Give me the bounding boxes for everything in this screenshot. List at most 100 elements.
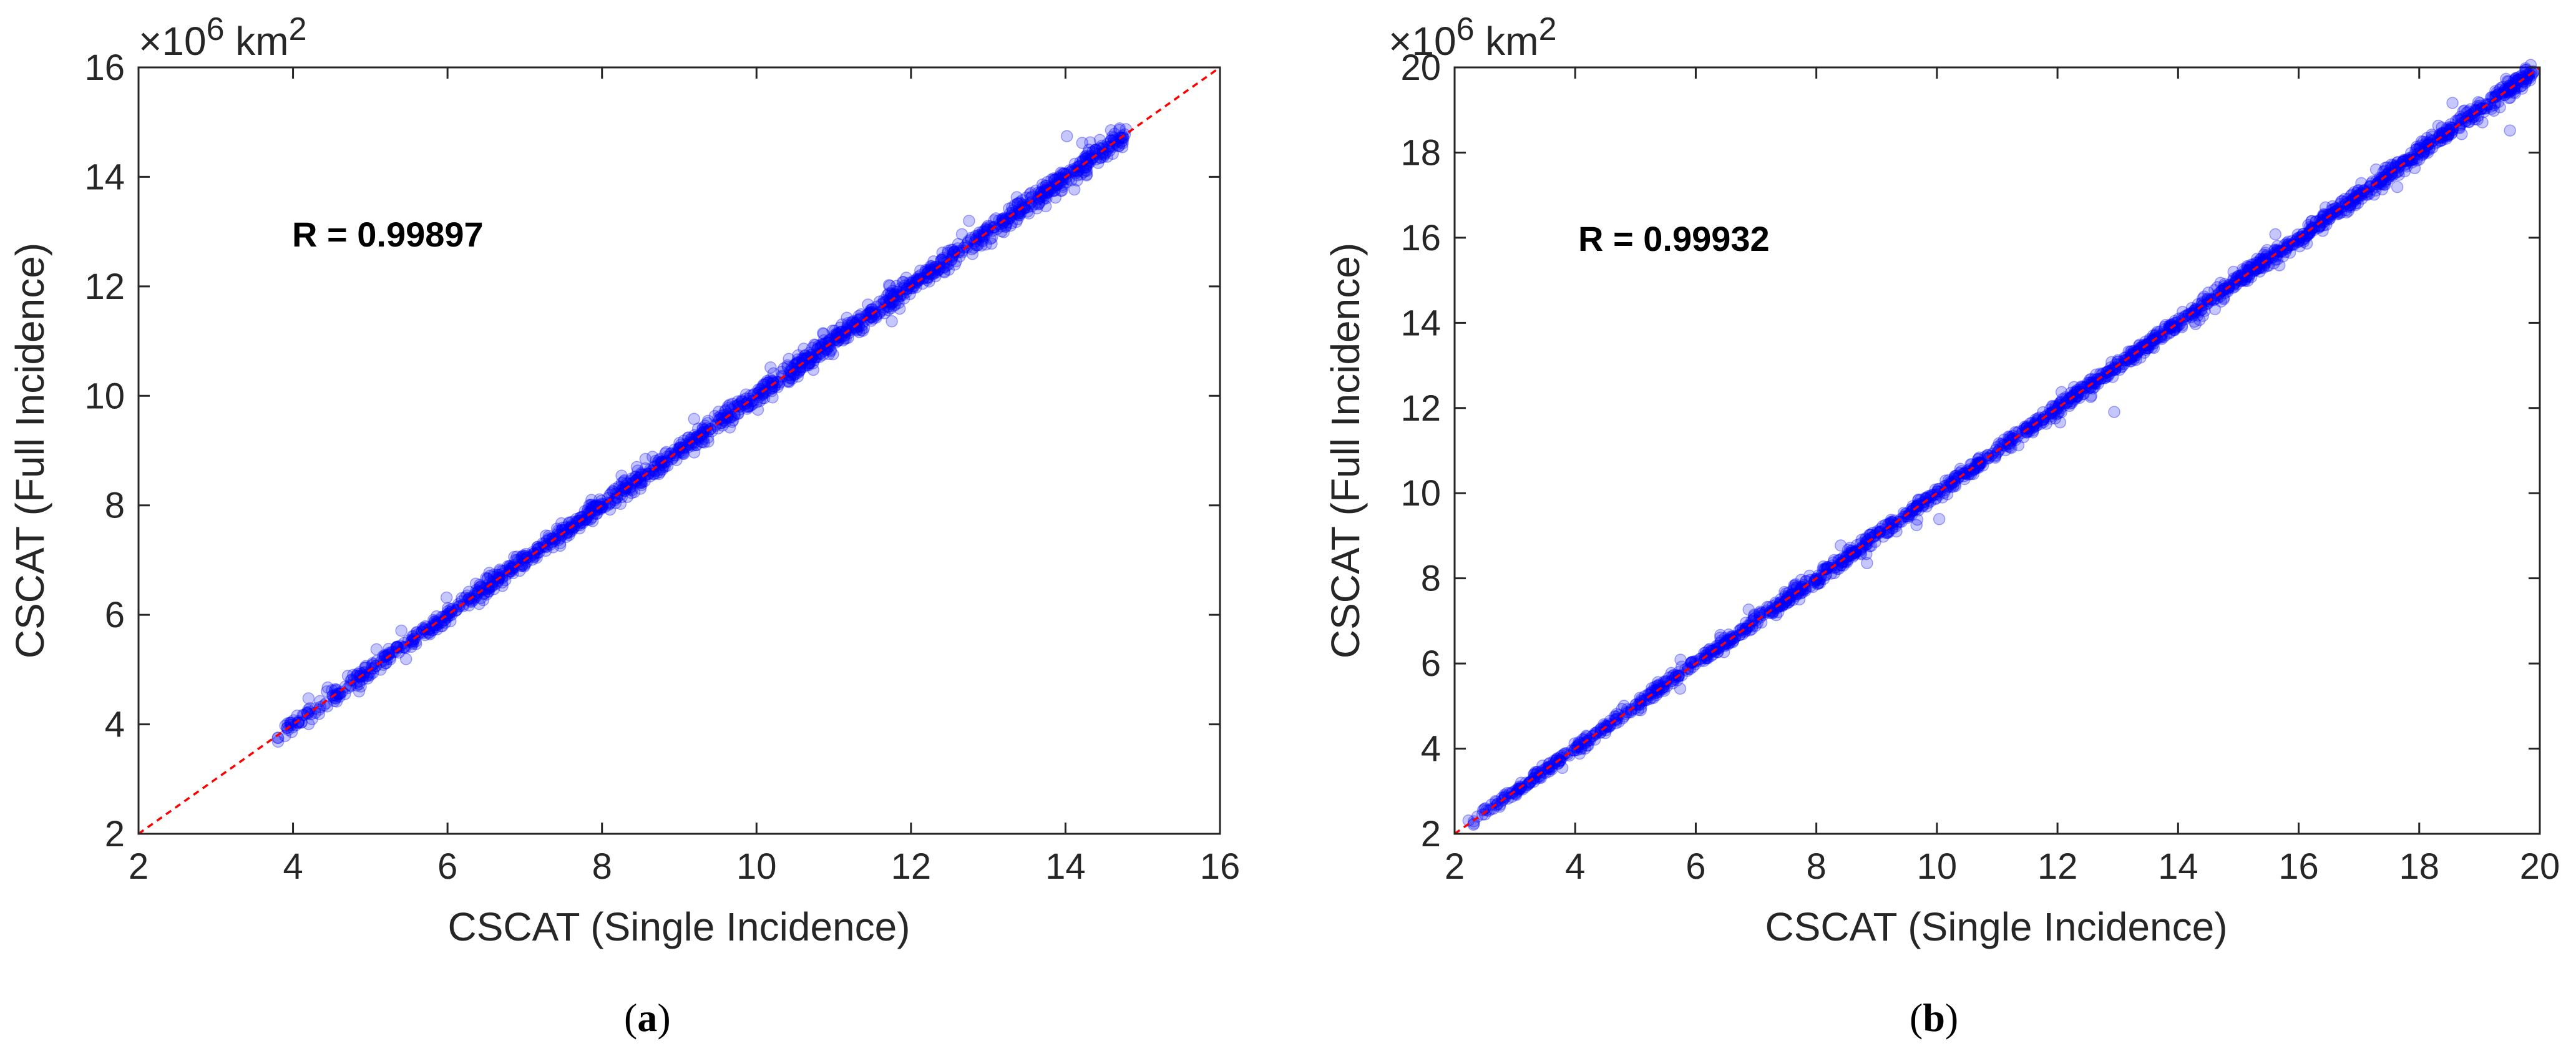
data-point	[801, 353, 813, 365]
data-point	[333, 688, 345, 701]
data-point	[417, 623, 431, 637]
data-point	[1011, 197, 1024, 210]
data-point	[432, 616, 444, 629]
data-point	[999, 220, 1012, 233]
data-point	[2446, 97, 2459, 109]
data-point	[1077, 165, 1090, 178]
data-point	[593, 493, 606, 506]
data-point	[1647, 692, 1660, 705]
data-point	[997, 212, 1010, 225]
data-point	[685, 433, 697, 446]
x-tick-label: 8	[592, 846, 612, 887]
data-point	[980, 238, 992, 251]
data-point	[653, 467, 665, 481]
data-point	[673, 437, 686, 449]
data-point	[922, 271, 935, 284]
data-point	[861, 309, 874, 321]
panel-a-chart: 2 4 6 8 10 12 14 16 2 4 6 8 10 12 14 16 ×106 km2 R = 0.…	[7, 11, 1240, 1040]
data-point	[1019, 202, 1032, 215]
data-point	[796, 354, 809, 367]
data-point	[997, 217, 1010, 230]
data-point	[690, 431, 703, 444]
data-point	[585, 494, 598, 506]
data-point	[931, 264, 944, 276]
data-point	[659, 447, 671, 460]
data-point	[496, 567, 509, 580]
data-point	[469, 577, 482, 590]
data-point	[938, 265, 950, 278]
data-point	[585, 504, 597, 517]
data-point	[938, 266, 951, 279]
data-point	[949, 258, 961, 271]
data-point	[2305, 215, 2318, 228]
data-point	[573, 512, 587, 524]
data-point	[539, 540, 552, 554]
data-point	[887, 285, 899, 297]
data-point	[379, 650, 392, 663]
data-point	[285, 726, 298, 738]
data-point	[597, 501, 609, 514]
data-point	[1004, 219, 1017, 232]
data-point	[431, 623, 444, 636]
data-point	[806, 341, 819, 354]
data-point	[809, 339, 822, 351]
data-point	[547, 541, 559, 554]
data-point	[883, 293, 895, 306]
y-tick-label: 16	[1400, 218, 1441, 258]
data-point	[2084, 391, 2097, 403]
y-tick-label: 8	[105, 486, 125, 526]
data-point	[534, 542, 547, 554]
data-point	[726, 398, 739, 410]
y-tick-label: 14	[1400, 303, 1441, 343]
data-point	[688, 446, 701, 459]
data-point	[804, 349, 817, 361]
data-point	[851, 316, 863, 329]
data-point	[422, 626, 435, 638]
data-point	[546, 532, 559, 545]
data-point	[786, 372, 799, 385]
panel-a-y-axis-label: CSCAT (Full Incidence)	[7, 243, 52, 658]
data-point	[318, 699, 330, 711]
panel-a-caption: (a)	[624, 995, 671, 1040]
data-point	[496, 570, 509, 584]
data-point	[853, 326, 866, 338]
panel-b-y-axis-label: CSCAT (Full Incidence)	[1323, 243, 1368, 658]
data-point	[575, 516, 588, 529]
data-point	[642, 467, 655, 481]
data-point	[764, 361, 777, 374]
data-point	[615, 476, 628, 489]
data-point	[484, 575, 497, 588]
data-point	[766, 391, 779, 404]
data-point	[1933, 513, 1946, 525]
data-point	[922, 265, 935, 278]
data-point	[639, 452, 652, 466]
data-point	[1040, 192, 1053, 205]
data-point	[353, 685, 366, 698]
data-point	[321, 685, 333, 698]
data-point	[621, 491, 633, 503]
data-point	[933, 262, 946, 275]
data-point	[886, 290, 899, 303]
data-point	[1067, 163, 1080, 175]
data-point	[435, 620, 447, 632]
data-point	[842, 326, 855, 340]
data-point	[827, 348, 839, 361]
data-point	[614, 497, 627, 511]
x-tick-label: 2	[129, 846, 149, 887]
data-point	[2456, 128, 2468, 140]
data-point	[945, 243, 957, 256]
data-point	[610, 492, 623, 504]
data-point	[1018, 201, 1031, 213]
data-point	[714, 417, 727, 429]
data-point	[1914, 493, 1927, 506]
data-point	[819, 343, 832, 356]
data-point	[985, 237, 998, 250]
data-point	[1108, 134, 1121, 146]
data-point	[824, 345, 837, 358]
data-point	[849, 318, 861, 331]
data-point	[885, 296, 897, 309]
data-point	[1113, 122, 1126, 135]
data-point	[963, 215, 975, 227]
data-point	[445, 609, 458, 621]
